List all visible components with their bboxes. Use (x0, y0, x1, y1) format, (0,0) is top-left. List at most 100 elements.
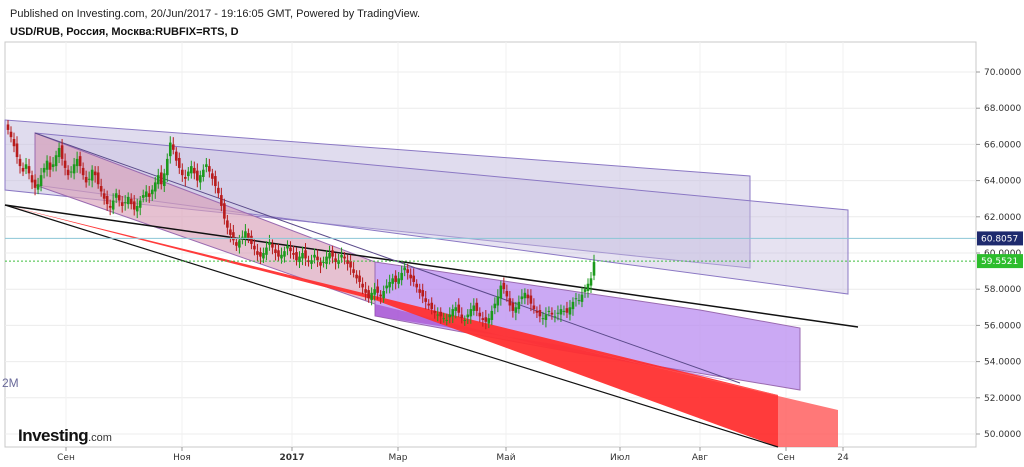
candle-body (487, 318, 491, 324)
y-tick-label: 54.0000 (984, 358, 1021, 368)
candlestick-series[interactable] (6, 119, 596, 330)
candle-body (472, 305, 476, 311)
candle-body (328, 253, 331, 259)
trend-line-channel (34, 132, 741, 384)
candle-body (96, 172, 100, 185)
candle-body (508, 298, 512, 306)
candle-body (12, 138, 16, 147)
candle-body (310, 260, 313, 264)
candle-body (99, 186, 103, 192)
candle-body (331, 250, 334, 257)
candle-body (180, 169, 184, 176)
candle-body (256, 251, 259, 255)
candle-body (445, 319, 449, 321)
candle-body (370, 292, 373, 301)
x-tick-label: Сен (777, 453, 795, 463)
candle-body (511, 302, 515, 311)
x-tick-label: 24 (837, 453, 849, 463)
candle-body (457, 304, 461, 313)
candle-body (280, 254, 283, 259)
candle-body (36, 184, 40, 190)
candle-body (301, 253, 304, 259)
candle-body (304, 250, 307, 259)
y-tick-label: 66.0000 (984, 140, 1021, 150)
candle-body (298, 256, 301, 263)
candle-body (307, 260, 310, 263)
candle-body (493, 303, 497, 309)
candle-body (502, 282, 506, 290)
candle-body (313, 254, 316, 258)
candle-body (202, 169, 205, 177)
candle-body (21, 167, 25, 172)
logo-domain: .com (88, 432, 112, 444)
candle-body (30, 175, 34, 183)
candle-body (220, 195, 223, 206)
candle-body (93, 171, 97, 176)
candle-body (553, 316, 557, 318)
candle-body (274, 249, 277, 253)
candle-body (442, 318, 446, 320)
candle-body (514, 307, 518, 313)
y-tick-label: 60.0000 (984, 249, 1021, 259)
candle-body (517, 301, 521, 310)
candle-body (190, 166, 193, 174)
candle-body (550, 312, 554, 315)
candle-body (337, 260, 340, 264)
publication-line: Published on Investing.com, 20/Jun/2017 … (10, 8, 421, 20)
candle-body (526, 294, 530, 299)
candle-body (187, 171, 190, 177)
candle-body (589, 278, 593, 286)
candle-body (84, 176, 88, 183)
candle-body (559, 309, 563, 315)
candle-body (568, 307, 572, 315)
candle-body (126, 196, 130, 205)
y-axis: 50.0000 52.0000 54.0000 56.0000 58.0000 60.00… (976, 68, 1021, 440)
candle-body (27, 166, 31, 174)
candle-body (174, 151, 178, 161)
candle-body (72, 164, 76, 174)
candle-body (499, 285, 503, 299)
candle-body (322, 262, 325, 264)
candle-body (475, 302, 479, 311)
candle-body (556, 312, 560, 314)
candle-body (358, 275, 361, 282)
candle-body (361, 283, 364, 288)
candle-body (394, 275, 397, 282)
side-text-fragment: 2M (2, 376, 19, 390)
candle-body (226, 220, 229, 228)
candle-body (403, 267, 406, 271)
x-axis: Сен Ноя 2017 Мар Май Июл Авг Сен 24 (57, 447, 849, 463)
candle-body (9, 131, 13, 138)
candle-body (33, 179, 37, 188)
candle-body (138, 200, 142, 208)
candle-body (262, 253, 265, 259)
candle-body (196, 170, 199, 181)
candle-body (217, 187, 220, 194)
candle-body (268, 242, 271, 245)
candle-body (63, 160, 67, 168)
candle-body (15, 143, 19, 158)
candle-body (484, 317, 488, 322)
candle-body (75, 158, 79, 167)
candle-body (334, 258, 337, 263)
candle-body (583, 289, 587, 292)
x-tick-label: Ноя (173, 453, 191, 463)
y-tick-label: 56.0000 (984, 321, 1021, 331)
price-tag-label: 59.5521 (981, 257, 1018, 267)
candle-body (153, 182, 157, 192)
candle-body (460, 314, 464, 319)
candle-body (48, 162, 52, 170)
y-tick-label: 50.0000 (984, 430, 1021, 440)
candle-body (114, 193, 118, 198)
candle-body (286, 245, 289, 249)
candle-body (430, 302, 434, 310)
x-tick-label: Июл (610, 453, 630, 463)
trend-line-black (4, 204, 859, 328)
candle-body (340, 254, 343, 258)
candle-body (105, 195, 109, 205)
candle-body (232, 232, 235, 241)
candle-body (541, 318, 545, 320)
candle-body (259, 252, 262, 257)
candle-body (319, 262, 322, 266)
